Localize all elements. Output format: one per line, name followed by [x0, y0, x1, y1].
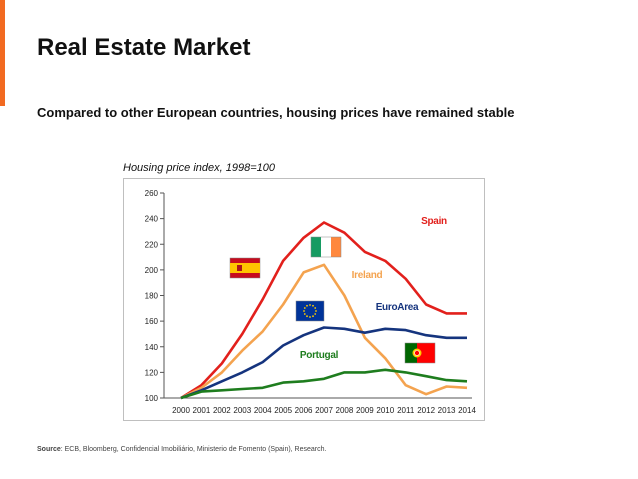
x-tick-label: 2006	[295, 406, 313, 415]
y-ticks: 100 120 140 160 180 200 220 240 260	[145, 189, 164, 403]
accent-bar	[0, 0, 5, 106]
source-note: Source: ECB, Bloomberg, Confidencial Imo…	[37, 446, 326, 453]
x-tick-label: 2003	[233, 406, 251, 415]
x-tick-label: 2013	[438, 406, 456, 415]
slide-subtitle: Compared to other European countries, ho…	[37, 105, 515, 120]
series-line-portugal	[180, 368, 468, 400]
series-label-spain: Spain	[421, 216, 447, 227]
line-chart: 100 120 140 160 180 200 220 240 260 2000 2001 2002…	[145, 189, 477, 415]
chart-area: 100 120 140 160 180 200 220 240 260 2000 2001 2002…	[123, 178, 485, 421]
x-tick-label: 2014	[458, 406, 476, 415]
series-label-euroarea: EuroArea	[376, 302, 419, 313]
x-tick-label: 2011	[397, 406, 415, 415]
x-tick-label: 2002	[213, 406, 231, 415]
y-tick-label: 200	[145, 266, 159, 275]
x-tick-label: 2007	[315, 406, 333, 415]
y-tick-label: 120	[145, 368, 159, 377]
portugal-flag-icon	[404, 342, 436, 364]
slide-title: Real Estate Market	[37, 34, 251, 61]
chart-title: Housing price index, 1998=100	[123, 162, 275, 174]
spain-flag-icon	[229, 257, 261, 279]
source-label: Source	[37, 446, 61, 453]
y-tick-label: 160	[145, 317, 159, 326]
y-tick-label: 140	[145, 343, 159, 352]
series-label-ireland: Ireland	[352, 270, 383, 281]
y-tick-label: 220	[145, 240, 159, 249]
x-tick-label: 2010	[376, 406, 394, 415]
y-tick-label: 260	[145, 189, 159, 198]
x-tick-label: 2000	[172, 406, 190, 415]
series-line-euroarea	[180, 326, 467, 400]
x-tick-label: 2009	[356, 406, 374, 415]
ireland-flag-icon	[310, 236, 342, 258]
eu-flag-icon	[295, 300, 325, 322]
x-tick-label: 2005	[274, 406, 292, 415]
x-tick-label: 2012	[417, 406, 435, 415]
series-labels: Spain Ireland EuroArea Portugal	[300, 216, 447, 361]
y-tick-label: 240	[145, 215, 159, 224]
y-tick-label: 180	[145, 292, 159, 301]
x-tick-label: 2001	[193, 406, 211, 415]
series-line-spain	[180, 221, 467, 400]
series-lines	[180, 221, 468, 400]
series-line-ireland	[180, 263, 468, 400]
x-tick-label: 2004	[254, 406, 272, 415]
x-ticks: 2000 2001 2002 2003 2004 2005 2006 2007 2008 2009…	[172, 406, 476, 415]
source-text: : ECB, Bloomberg, Confidencial Imobiliár…	[60, 446, 327, 453]
y-tick-label: 100	[145, 394, 159, 403]
x-tick-label: 2008	[336, 406, 354, 415]
series-label-portugal: Portugal	[300, 350, 339, 361]
